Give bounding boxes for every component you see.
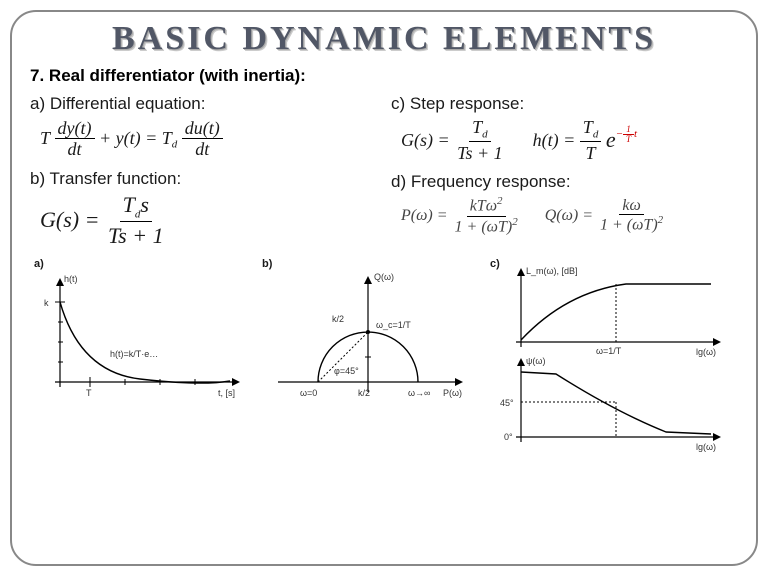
svg-text:P(ω): P(ω) — [443, 388, 462, 398]
eq-b-lhs: G(s) = — [40, 207, 99, 233]
svg-text:ω_c=1/T: ω_c=1/T — [376, 320, 411, 330]
equation-differential: T dy(t) dt + y(t) = Td du(t) dt — [40, 118, 377, 159]
plot-b-label: b) — [262, 258, 272, 270]
eq-a-mid: + y(t) = T — [99, 128, 172, 149]
eq-c1-den: Ts + 1 — [454, 144, 506, 163]
eq-a-den1: dt — [65, 140, 85, 159]
eq-c1-lhs: G(s) = — [401, 130, 450, 151]
slide-title: Basic dynamic elements — [30, 20, 738, 58]
section-header: 7. Real differentiator (with inertia): — [30, 66, 738, 86]
slide-frame: Basic dynamic elements 7. Real different… — [10, 10, 758, 566]
plot-a-label: a) — [34, 258, 44, 270]
svg-text:ω=1/T: ω=1/T — [596, 346, 622, 356]
svg-text:lg(ω): lg(ω) — [696, 347, 716, 357]
left-column: a) Differential equation: T dy(t) dt + y… — [30, 88, 377, 258]
eq-d2-lhs: Q(ω) = — [545, 207, 593, 225]
section-number: 7. — [30, 66, 44, 85]
eq-d2-num: kω — [619, 198, 643, 216]
label-d: d) Frequency response: — [391, 172, 738, 192]
eq-c1-num: Td — [469, 118, 491, 142]
svg-text:T: T — [86, 388, 92, 398]
svg-text:Q(ω): Q(ω) — [374, 272, 394, 282]
label-c: c) Step response: — [391, 94, 738, 114]
eq-a-T: T — [40, 128, 50, 149]
svg-text:φ=45°: φ=45° — [334, 366, 359, 376]
label-a: a) Differential equation: — [30, 94, 377, 114]
svg-text:h(t)=k/T·e…: h(t)=k/T·e… — [110, 349, 158, 359]
eq-d2-den: 1 + (ωT)2 — [597, 215, 666, 234]
svg-text:L_m(ω), [dB]: L_m(ω), [dB] — [526, 266, 578, 276]
svg-text:ω=0: ω=0 — [300, 388, 317, 398]
eq-c2-den: T — [583, 144, 599, 163]
equation-frequency: P(ω) = kTω2 1 + (ωT)2 Q(ω) = kω 1 + (ωT)… — [401, 196, 738, 235]
plot-b-svg: Q(ω) P(ω) k/2 ω_c=1/T φ=45° ω=0 ω→∞ k/2 — [258, 262, 478, 412]
eq-d1-den: 1 + (ωT)2 — [452, 217, 521, 236]
equation-step: G(s) = Td Ts + 1 h(t) = Td T e−1Tt — [401, 118, 738, 162]
label-b: b) Transfer function: — [30, 169, 377, 189]
svg-text:k/2: k/2 — [358, 388, 370, 398]
plot-a: a) h(t) t, [s] k T h(t)=k/T·e… — [30, 262, 250, 457]
eq-a-num1: dy(t) — [55, 119, 95, 139]
plot-c: c) L_m(ω), [dB] lg(ω) ω=1/T ψ(ω) lg(ω) — [486, 262, 736, 457]
eq-a-den2: dt — [192, 140, 212, 159]
svg-text:lg(ω): lg(ω) — [696, 442, 716, 452]
right-column: c) Step response: G(s) = Td Ts + 1 h(t) … — [391, 88, 738, 258]
svg-text:ω→∞: ω→∞ — [408, 388, 430, 398]
equation-transfer: G(s) = Tds Ts + 1 — [40, 193, 377, 247]
plot-c-label: c) — [490, 258, 500, 270]
svg-text:h(t): h(t) — [64, 274, 78, 284]
content-columns: a) Differential equation: T dy(t) dt + y… — [30, 88, 738, 258]
eq-c2-e: e — [606, 127, 616, 153]
eq-b-den: Ts + 1 — [105, 224, 167, 247]
plot-b: b) Q(ω) P(ω) k/2 ω_c=1/T φ=45° ω=0 ω→∞ k… — [258, 262, 478, 457]
svg-text:k/2: k/2 — [332, 314, 344, 324]
svg-text:t, [s]: t, [s] — [218, 388, 235, 398]
eq-d1-num: kTω2 — [467, 196, 506, 216]
eq-b-num: Tds — [120, 193, 152, 222]
eq-c2-num: Td — [580, 118, 602, 142]
eq-a-sub-d: d — [172, 138, 178, 150]
section-name: Real differentiator (with inertia): — [49, 66, 306, 85]
eq-d1-lhs: P(ω) = — [401, 207, 448, 225]
svg-text:ψ(ω): ψ(ω) — [526, 356, 545, 366]
svg-text:k: k — [44, 298, 49, 308]
plot-a-svg: h(t) t, [s] k T h(t)=k/T·e… — [30, 262, 250, 412]
svg-text:45°: 45° — [500, 398, 514, 408]
svg-text:0°: 0° — [504, 432, 513, 442]
eq-a-num2: du(t) — [182, 119, 223, 139]
eq-c2-lhs: h(t) = — [533, 130, 576, 151]
plots-row: a) h(t) t, [s] k T h(t)=k/T·e… — [30, 262, 738, 457]
plot-c-svg: L_m(ω), [dB] lg(ω) ω=1/T ψ(ω) lg(ω) 45° … — [486, 262, 736, 452]
